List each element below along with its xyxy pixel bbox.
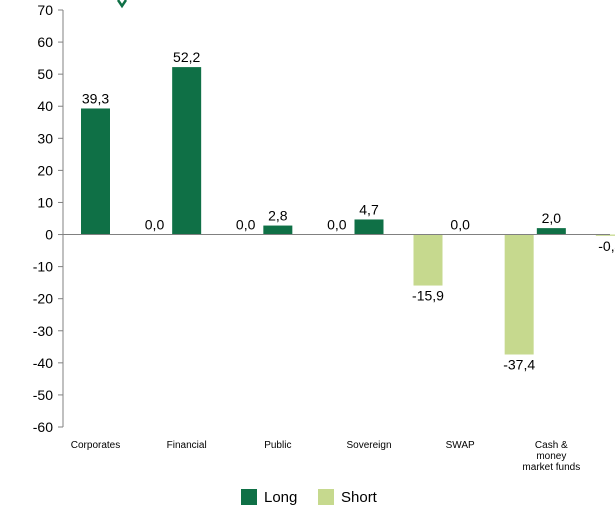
title-fragment-mark [116, 0, 128, 9]
y-axis: 70 60 50 40 30 20 10 0 -10 -20 -30 -40 -50 -60 [33, 2, 64, 435]
bar-long-0 [81, 108, 110, 235]
data-label-short-2: 0,0 [327, 217, 347, 233]
data-labels-group: 39,3 0,0 52,2 0,0 2,8 0,0 4,7 -15,9 0,0 -37,4 2,0 -… [82, 49, 615, 372]
data-label-long-0: 39,3 [82, 90, 109, 106]
x-category-label: Sovereign [346, 440, 391, 451]
x-category-label-line: Sovereign [346, 440, 391, 451]
x-category-label-line: Cash & [535, 440, 568, 451]
y-tick-label: 20 [37, 162, 53, 178]
x-category-label-line: Public [264, 440, 291, 451]
x-category-label: Public [264, 440, 291, 451]
data-label-long-2: 2,8 [268, 208, 288, 224]
bar-long-5 [536, 228, 566, 235]
y-tick-label: -30 [33, 323, 53, 339]
data-label-long-5: 2,0 [542, 210, 562, 226]
data-label-short-0: 0,0 [145, 217, 165, 233]
y-tick-label: -60 [33, 419, 53, 435]
data-label-short-4: -37,4 [503, 357, 535, 373]
x-category-label: Corporates [71, 440, 120, 451]
x-category-label-line: Corporates [71, 440, 120, 451]
y-tick-label: 70 [37, 2, 53, 18]
x-category-label-line: money [536, 451, 566, 462]
bar-short-5 [595, 234, 615, 236]
y-tick-label: 0 [45, 227, 53, 243]
y-tick-label: 60 [37, 34, 53, 50]
legend-swatch-long [241, 489, 257, 505]
legend-label-short: Short [341, 489, 378, 506]
data-label-long-1: 52,2 [173, 49, 200, 65]
y-tick-label: -50 [33, 387, 53, 403]
y-tick-label: 50 [37, 66, 53, 82]
bar-long-1 [172, 67, 202, 235]
data-label-short-1: 0,0 [236, 217, 256, 233]
x-category-label: Financial [167, 440, 207, 451]
bars-group [81, 67, 615, 355]
x-category-label-line: market funds [522, 462, 580, 473]
y-tick-label: 30 [37, 130, 53, 146]
legend: Long Short [241, 489, 378, 506]
chart-decoration [116, 0, 128, 9]
x-axis-categories: Corporates Financial Public Sovereign SWAP Ca… [71, 440, 580, 473]
data-label-short-3: -15,9 [412, 288, 444, 304]
data-label-short-5: -0,4 [598, 238, 615, 254]
bar-long-3 [354, 219, 384, 235]
legend-swatch-short [318, 489, 334, 505]
x-category-label-line: Financial [167, 440, 207, 451]
data-label-long-4: 0,0 [450, 217, 470, 233]
y-tick-label: -20 [33, 291, 53, 307]
y-tick-label: -40 [33, 355, 53, 371]
y-tick-label: 40 [37, 98, 53, 114]
bar-long-2 [263, 225, 293, 235]
data-label-long-3: 4,7 [359, 201, 379, 217]
bar-short-4 [504, 234, 534, 355]
x-category-label: Cash & money market funds [522, 440, 580, 473]
legend-label-long: Long [264, 489, 297, 506]
bar-short-3 [413, 234, 443, 286]
x-category-label: SWAP [446, 440, 475, 451]
y-tick-label: 10 [37, 194, 53, 210]
x-category-label-line: SWAP [446, 440, 475, 451]
y-tick-label: -10 [33, 259, 53, 275]
